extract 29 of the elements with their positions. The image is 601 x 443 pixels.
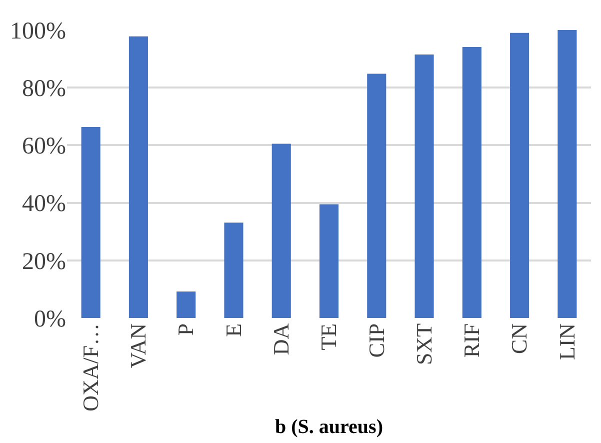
x-tick-label: LIN xyxy=(554,323,580,360)
bar xyxy=(510,32,530,318)
y-tick-label: 0% xyxy=(34,306,66,332)
bar xyxy=(319,204,339,318)
x-tick-label: VAN xyxy=(126,323,151,368)
bar xyxy=(367,74,386,318)
y-tick-label: 60% xyxy=(22,134,66,160)
bar xyxy=(128,36,148,318)
x-tick-label: SXT xyxy=(411,322,436,365)
bar xyxy=(224,222,244,318)
bar xyxy=(558,30,577,318)
bar xyxy=(414,54,434,318)
y-tick-label: 100% xyxy=(10,18,66,44)
bar xyxy=(462,46,482,318)
x-tick-label: DA xyxy=(268,323,294,356)
x-tick-label: CN xyxy=(506,323,532,354)
y-tick-label: 80% xyxy=(22,76,66,102)
x-tick-label: CIP xyxy=(364,323,389,358)
x-tick-label: TE xyxy=(316,323,342,350)
x-tick-label: P xyxy=(173,323,198,336)
bar xyxy=(81,127,100,318)
x-axis-title: b (S. aureus) xyxy=(275,416,383,438)
x-tick-label: OXA/F… xyxy=(78,323,103,412)
x-tick-label: RIF xyxy=(459,323,484,358)
x-tick-label: E xyxy=(220,323,246,337)
bar xyxy=(176,292,196,318)
y-tick-label: 20% xyxy=(22,248,66,275)
bar xyxy=(272,144,291,318)
y-tick-label: 40% xyxy=(22,191,66,218)
